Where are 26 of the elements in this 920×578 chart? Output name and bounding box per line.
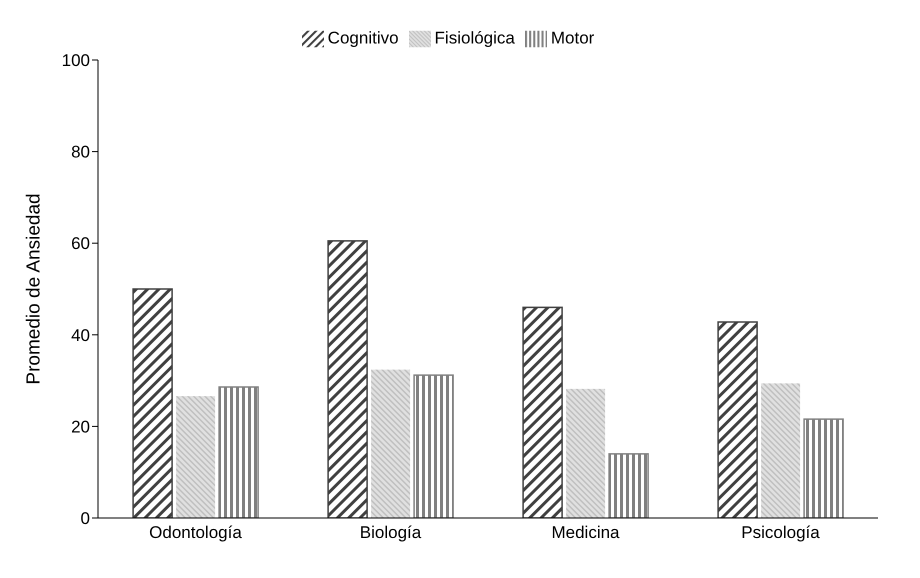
bar: [522, 306, 563, 518]
y-axis-title: Promedio de Ansiedad: [24, 193, 45, 385]
legend-label: Motor: [550, 28, 594, 48]
y-tick-label: 80: [71, 142, 90, 162]
x-tick-label: Medicina: [551, 523, 620, 542]
y-tick-label: 40: [71, 326, 90, 345]
bar: [608, 453, 649, 518]
y-tick-label: 20: [71, 417, 90, 436]
bar: [132, 288, 173, 518]
bar: [803, 418, 844, 518]
bar: [413, 374, 454, 518]
bar: [717, 321, 758, 518]
bar: [761, 383, 800, 518]
bar: [176, 396, 216, 518]
y-tick-label: 60: [71, 234, 90, 254]
y-tick-label: 0: [80, 509, 90, 528]
x-tick-label: Biología: [360, 523, 422, 542]
bar: [218, 386, 259, 518]
legend-label: Fisiológica: [434, 28, 515, 48]
bar: [371, 370, 410, 518]
y-tick-label: 100: [62, 51, 90, 70]
bar: [327, 240, 368, 518]
x-tick-label: Odontología: [149, 523, 242, 542]
x-tick-label: Psicología: [741, 523, 820, 542]
bar: [566, 388, 606, 518]
legend-label: Cognitivo: [328, 28, 399, 48]
